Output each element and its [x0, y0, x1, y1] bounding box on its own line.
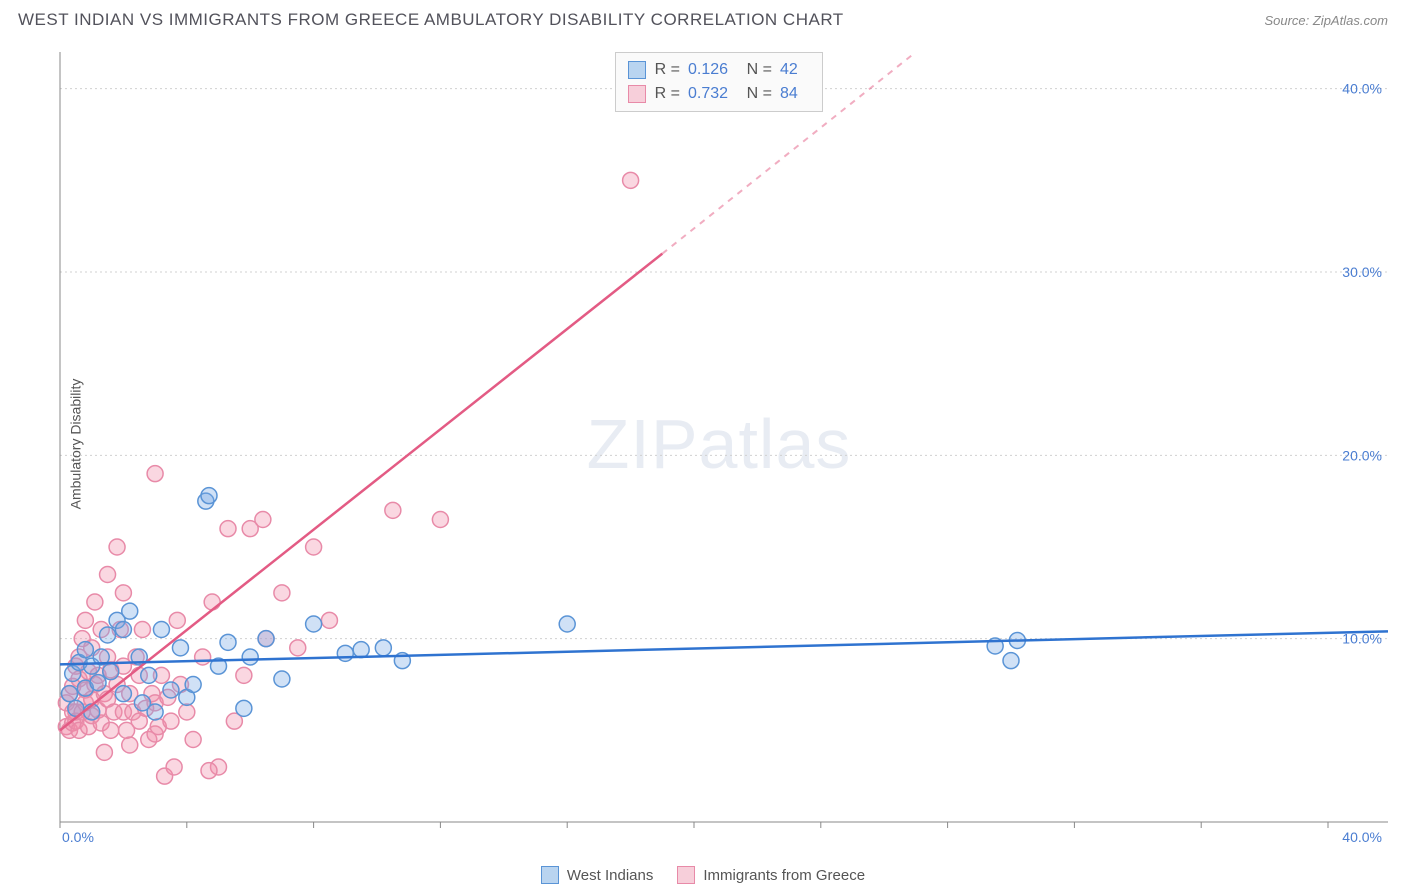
svg-text:40.0%: 40.0%	[1342, 81, 1382, 97]
chart-container: Ambulatory Disability ZIPatlas 10.0%20.0…	[50, 42, 1388, 846]
bottom-legend-label-1: West Indians	[567, 867, 653, 884]
scatter-plot-svg: 10.0%20.0%30.0%40.0%0.0%40.0%	[50, 42, 1388, 846]
svg-text:40.0%: 40.0%	[1342, 829, 1382, 845]
legend-row-west-indians: R = 0.126 N = 42	[628, 58, 810, 82]
swatch-greece-bottom	[677, 866, 695, 884]
chart-source: Source: ZipAtlas.com	[1264, 13, 1388, 28]
chart-title: WEST INDIAN VS IMMIGRANTS FROM GREECE AM…	[18, 10, 844, 30]
swatch-west-indians-bottom	[541, 866, 559, 884]
legend-row-greece: R = 0.732 N = 84	[628, 82, 810, 106]
bottom-legend-item-greece: Immigrants from Greece	[677, 866, 865, 884]
chart-header: WEST INDIAN VS IMMIGRANTS FROM GREECE AM…	[0, 0, 1406, 34]
swatch-greece	[628, 85, 646, 103]
n-label-2: N =	[746, 82, 772, 106]
n-label-1: N =	[746, 58, 772, 82]
r-value-2: 0.732	[688, 82, 738, 106]
r-label-1: R =	[654, 58, 680, 82]
n-value-1: 42	[780, 58, 810, 82]
r-label-2: R =	[654, 82, 680, 106]
bottom-legend-label-2: Immigrants from Greece	[703, 867, 865, 884]
n-value-2: 84	[780, 82, 810, 106]
svg-text:0.0%: 0.0%	[62, 829, 94, 845]
bottom-legend: West Indians Immigrants from Greece	[0, 866, 1406, 884]
swatch-west-indians	[628, 61, 646, 79]
bottom-legend-item-west-indians: West Indians	[541, 866, 653, 884]
svg-text:30.0%: 30.0%	[1342, 264, 1382, 280]
correlation-legend: R = 0.126 N = 42 R = 0.732 N = 84	[615, 52, 823, 112]
svg-text:20.0%: 20.0%	[1342, 447, 1382, 463]
r-value-1: 0.126	[688, 58, 738, 82]
